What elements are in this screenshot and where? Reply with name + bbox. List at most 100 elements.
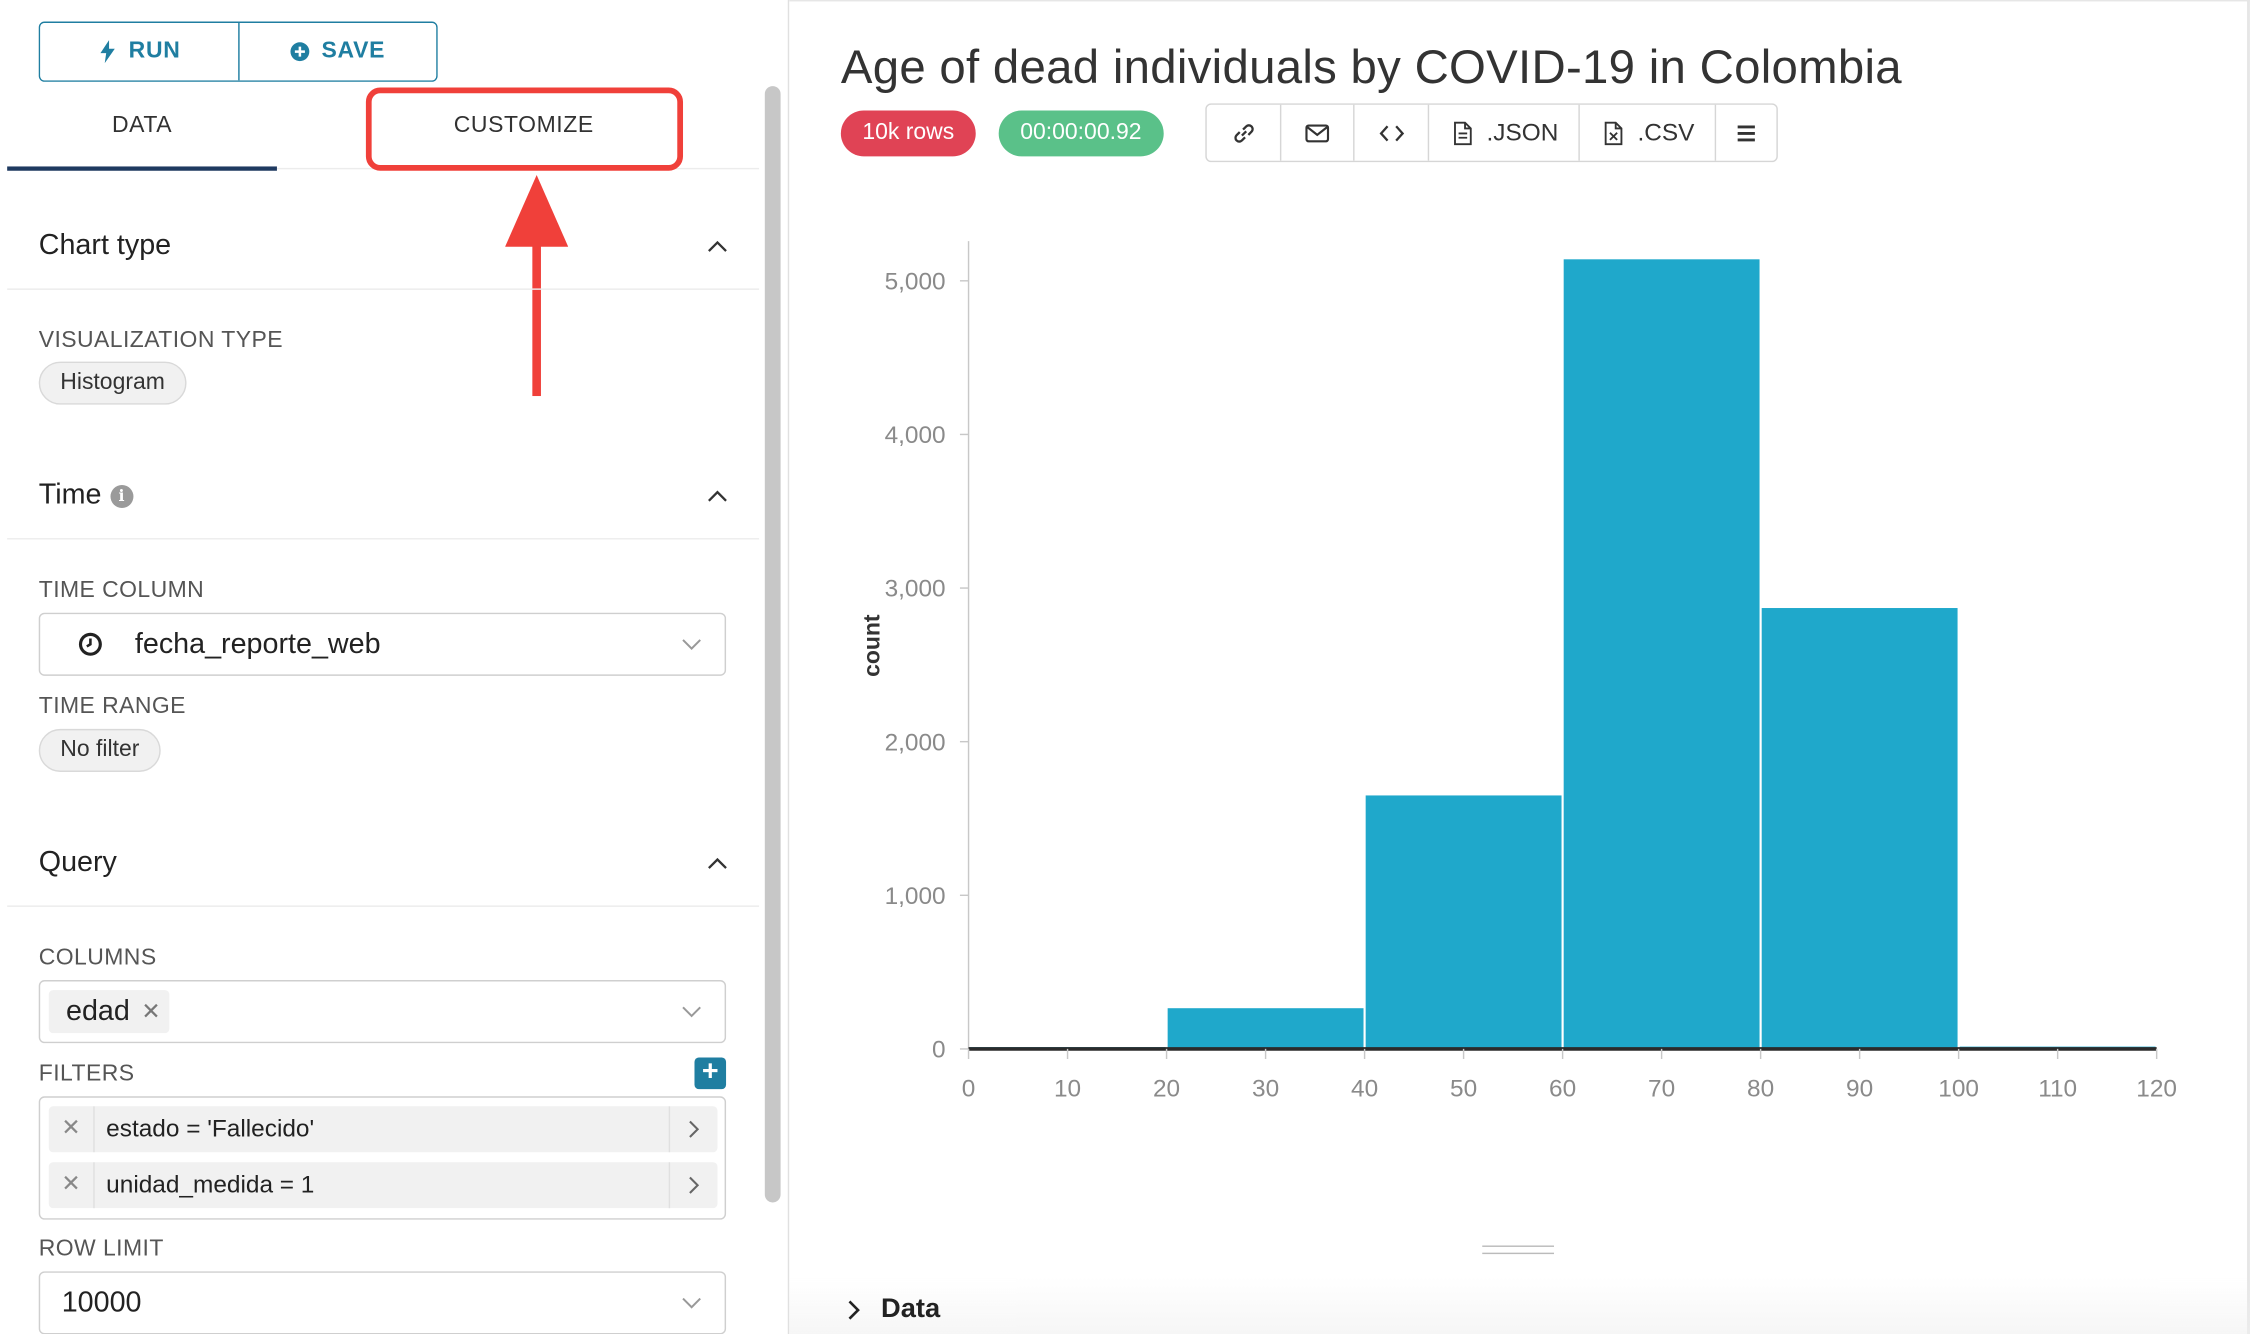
y-axis-label: count [859, 614, 885, 677]
panel-scrollbar[interactable] [764, 86, 781, 1203]
bottom-fade [789, 1277, 2250, 1334]
tab-customize[interactable]: CUSTOMIZE [453, 112, 594, 138]
more-options-button[interactable] [1716, 105, 1776, 161]
share-email-button[interactable] [1281, 104, 1355, 161]
hamburger-icon [1737, 124, 1755, 141]
remove-tag-icon[interactable]: ✕ [141, 1000, 161, 1025]
x-tick-label: 40 [1351, 1075, 1378, 1102]
time-column-value: fecha_reporte_web [134, 627, 381, 660]
code-icon [1378, 124, 1404, 141]
export-csv-button[interactable]: .CSV [1580, 104, 1717, 161]
tab-data[interactable]: DATA [7, 83, 277, 171]
info-icon[interactable]: i [110, 484, 134, 508]
x-tick-label: 80 [1747, 1075, 1774, 1102]
histogram-chart: 0 1,000 2,000 3,000 4,000 5,000 0 10 20 30 40 50 60 7… [859, 241, 2177, 1102]
chevron-down-icon [682, 639, 701, 650]
rows-badge: 10k rows [840, 110, 976, 157]
columns-label: COLUMNS [38, 945, 157, 970]
filter-row: ✕ estado = 'Fallecido' [48, 1106, 718, 1153]
chevron-right-icon[interactable] [668, 1162, 718, 1209]
x-tick-label: 90 [1846, 1075, 1873, 1102]
add-filter-button[interactable]: + [694, 1057, 727, 1090]
query-title: Query [38, 846, 117, 879]
column-tag: edad ✕ [48, 990, 170, 1034]
x-tick-label: 120 [2136, 1075, 2177, 1102]
chevron-right-icon [848, 1300, 860, 1320]
filter-text[interactable]: estado = 'Fallecido' [106, 1114, 315, 1143]
time-column-select[interactable]: fecha_reporte_web [38, 612, 727, 676]
chevron-up-icon [708, 857, 727, 869]
row-limit-value: 10000 [61, 1286, 142, 1318]
lightning-icon [99, 40, 115, 64]
query-section-header[interactable]: Query [7, 821, 760, 907]
action-buttons: RUN SAVE [38, 21, 438, 82]
x-tick-label: 70 [1648, 1075, 1675, 1102]
data-pane-toggle[interactable]: Data [847, 1294, 941, 1326]
time-column-label: TIME COLUMN [38, 578, 205, 603]
time-range-pill[interactable]: No filter [38, 728, 161, 772]
histogram-bar [1167, 1008, 1364, 1049]
copy-link-button[interactable] [1207, 104, 1282, 161]
file-excel-icon [1604, 121, 1623, 145]
red-arrow-annotation [505, 175, 569, 397]
run-button-label: RUN [128, 38, 181, 64]
resize-handle[interactable] [1482, 1245, 1554, 1255]
json-label: .JSON [1486, 118, 1559, 146]
y-tick-label: 1,000 [885, 883, 946, 910]
x-tick-label: 10 [1054, 1075, 1081, 1102]
filter-text[interactable]: unidad_medida = 1 [106, 1170, 315, 1199]
columns-select[interactable]: edad ✕ [38, 980, 727, 1044]
x-tick-label: 0 [962, 1075, 976, 1102]
x-tick-label: 100 [1938, 1075, 1979, 1102]
visualization-type-pill[interactable]: Histogram [38, 361, 187, 405]
right-border [2247, 0, 2250, 1334]
filters-box: ✕ estado = 'Fallecido' ✕ unidad_medida =… [38, 1096, 727, 1220]
chart-type-section-header[interactable]: Chart type [7, 204, 760, 290]
export-json-button[interactable]: .JSON [1429, 104, 1580, 161]
filters-label: FILTERS [38, 1061, 135, 1087]
save-button[interactable]: SAVE [237, 22, 437, 81]
control-panel: RUN SAVE DATA CUSTOMIZE Chart type VISUA… [0, 0, 790, 1334]
y-tick-label: 3,000 [885, 576, 946, 603]
plus-circle-icon [290, 42, 310, 62]
histogram-bar [1563, 259, 1760, 1049]
histogram-bar [1761, 608, 1958, 1049]
x-tick-label: 110 [2038, 1075, 2077, 1102]
y-tick-label: 0 [932, 1037, 946, 1064]
x-tick-label: 30 [1252, 1075, 1279, 1102]
link-icon [1233, 123, 1254, 142]
y-tick-label: 4,000 [885, 422, 946, 449]
run-button[interactable]: RUN [40, 22, 238, 81]
file-icon [1454, 121, 1472, 145]
chevron-up-icon [708, 489, 727, 501]
csv-label: .CSV [1637, 118, 1695, 146]
remove-filter-icon[interactable]: ✕ [49, 1162, 95, 1209]
chart-toolbar: .JSON .CSV [1205, 103, 1778, 163]
visualization-type-label: VISUALIZATION TYPE [38, 328, 283, 353]
column-tag-label: edad [66, 995, 130, 1027]
x-tick-label: 50 [1450, 1075, 1477, 1102]
time-title-wrap: Time i [38, 479, 134, 512]
row-limit-select[interactable]: 10000 [38, 1271, 727, 1334]
x-tick-label: 60 [1549, 1075, 1576, 1102]
chevron-down-icon [682, 1006, 701, 1018]
y-tick-label: 5,000 [885, 268, 946, 295]
embed-code-button[interactable] [1355, 104, 1430, 161]
time-title: Time [38, 479, 102, 511]
chevron-up-icon [708, 240, 727, 252]
time-range-label: TIME RANGE [38, 694, 186, 719]
clock-icon [78, 632, 102, 656]
row-limit-label: ROW LIMIT [38, 1236, 164, 1262]
time-section-header[interactable]: Time i [7, 453, 760, 540]
top-border [789, 0, 2250, 6]
chart-title: Age of dead individuals by COVID-19 in C… [840, 40, 1902, 94]
chevron-right-icon[interactable] [668, 1106, 718, 1153]
save-button-label: SAVE [321, 38, 386, 64]
chevron-down-icon [682, 1297, 701, 1309]
y-tick-label: 2,000 [885, 729, 946, 756]
data-pane-label: Data [881, 1294, 941, 1325]
query-time-badge: 00:00:00.92 [998, 110, 1164, 157]
remove-filter-icon[interactable]: ✕ [49, 1106, 95, 1153]
histogram-bar [1365, 795, 1562, 1049]
x-tick-label: 20 [1153, 1075, 1180, 1102]
